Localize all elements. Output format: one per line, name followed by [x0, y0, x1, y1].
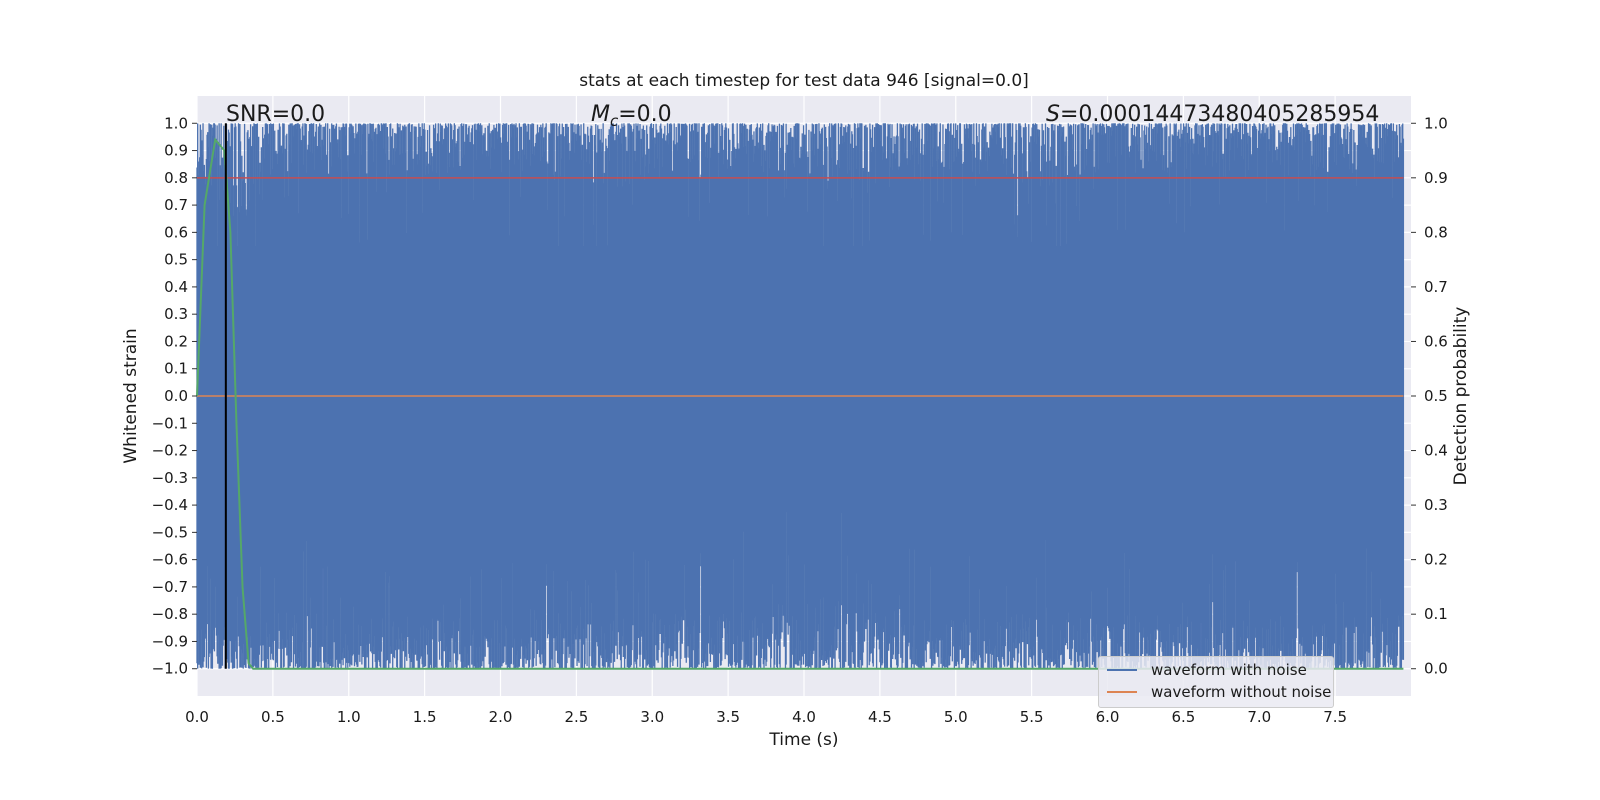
y2-tick-label: 0.7: [1424, 278, 1448, 296]
y-tick-label: 0.0: [164, 387, 188, 405]
x-tick-label: 2.0: [489, 708, 513, 726]
x-tick-label: 5.5: [1020, 708, 1044, 726]
y-tick-label: −0.5: [152, 523, 188, 541]
y2-tick-label: 0.8: [1424, 223, 1448, 241]
chirp-mass-subscript: c: [610, 112, 619, 130]
y-tick-label: 0.6: [164, 223, 188, 241]
x-tick-label: 2.5: [564, 708, 588, 726]
x-ticks: 0.0 0.5 1.0 1.5 2.0 2.5 3.0 3.5 4.0 4.5 5.0 5.5 6.0 6…: [185, 708, 1347, 726]
y-tick-label: −0.3: [152, 469, 188, 487]
legend-label-without-noise: waveform without noise: [1151, 683, 1332, 701]
x-tick-label: 3.5: [716, 708, 740, 726]
s-symbol: S: [1046, 102, 1060, 127]
y2-tick-label: 0.4: [1424, 442, 1448, 460]
y-tick-label: −1.0: [152, 660, 188, 678]
y-ticks: 1.0 0.9 0.8 0.7 0.6 0.5 0.4 0.3 0.2 0.1 0.0 −0.1 −0.…: [152, 114, 197, 678]
legend-label-with-noise: waveform with noise: [1151, 661, 1307, 679]
chirp-mass-annotation: Mc=0.0: [591, 102, 672, 130]
y-tick-label: −0.6: [152, 551, 188, 569]
y2-tick-label: 0.3: [1424, 496, 1448, 514]
x-tick-label: 7.5: [1323, 708, 1347, 726]
x-tick-label: 4.0: [792, 708, 816, 726]
legend-swatch-without-noise: [1107, 691, 1137, 693]
chirp-mass-symbol: M: [591, 102, 610, 127]
x-tick-label: 0.0: [185, 708, 209, 726]
chart-title: stats at each timestep for test data 946…: [579, 71, 1029, 91]
s-annotation: S=0.00014473480405285954: [1046, 102, 1379, 127]
y2-axis-label: Detection probability: [1451, 307, 1471, 486]
x-tick-label: 0.5: [261, 708, 285, 726]
y2-tick-label: 0.5: [1424, 387, 1448, 405]
y2-tick-label: 0.1: [1424, 605, 1448, 623]
y2-tick-label: 0.0: [1424, 660, 1448, 678]
s-value: =0.00014473480405285954: [1060, 102, 1379, 127]
x-tick-label: 6.0: [1096, 708, 1120, 726]
x-tick-label: 5.0: [944, 708, 968, 726]
series-lines: [196, 123, 1404, 670]
y2-tick-label: 0.6: [1424, 332, 1448, 350]
y-tick-label: −0.1: [152, 414, 188, 432]
y-tick-label: 0.3: [164, 305, 188, 323]
y-tick-label: −0.4: [152, 496, 188, 514]
y-tick-label: 0.9: [164, 142, 188, 160]
y-tick-label: 0.8: [164, 169, 188, 187]
chirp-mass-value: =0.0: [618, 102, 671, 127]
y-tick-label: 1.0: [164, 114, 188, 132]
y-tick-label: 0.7: [164, 196, 188, 214]
y-tick-label: −0.7: [152, 578, 188, 596]
y-axis-label: Whitened strain: [121, 328, 141, 463]
legend-item-with-noise: waveform with noise: [1107, 659, 1307, 681]
y-tick-label: −0.9: [152, 632, 188, 650]
y-tick-label: −0.2: [152, 442, 188, 460]
series-detection-probability: [196, 137, 1404, 670]
x-tick-label: 6.5: [1171, 708, 1195, 726]
x-tick-label: 1.5: [413, 708, 437, 726]
y-tick-label: 0.5: [164, 251, 188, 269]
series-waveform-with-noise: [196, 123, 1405, 669]
y2-tick-label: 1.0: [1424, 114, 1448, 132]
y2-tick-label: 0.9: [1424, 169, 1448, 187]
y-tick-label: 0.4: [164, 278, 188, 296]
legend-swatch-with-noise: [1107, 669, 1137, 671]
x-tick-label: 4.5: [868, 708, 892, 726]
legend-item-without-noise: waveform without noise: [1107, 681, 1331, 703]
y-tick-label: −0.8: [152, 605, 188, 623]
x-axis-label: Time (s): [768, 730, 838, 750]
y-tick-label: 0.2: [164, 332, 188, 350]
snr-annotation: SNR=0.0: [226, 102, 325, 127]
x-tick-label: 7.0: [1247, 708, 1271, 726]
y-tick-label: 0.1: [164, 360, 188, 378]
y2-tick-label: 0.2: [1424, 551, 1448, 569]
x-tick-label: 1.0: [337, 708, 361, 726]
legend: waveform with noise waveform without noi…: [1098, 656, 1334, 708]
x-tick-label: 3.0: [640, 708, 664, 726]
y2-ticks: 1.0 0.9 0.8 0.7 0.6 0.5 0.4 0.3 0.2 0.1 0.0: [1411, 114, 1448, 678]
